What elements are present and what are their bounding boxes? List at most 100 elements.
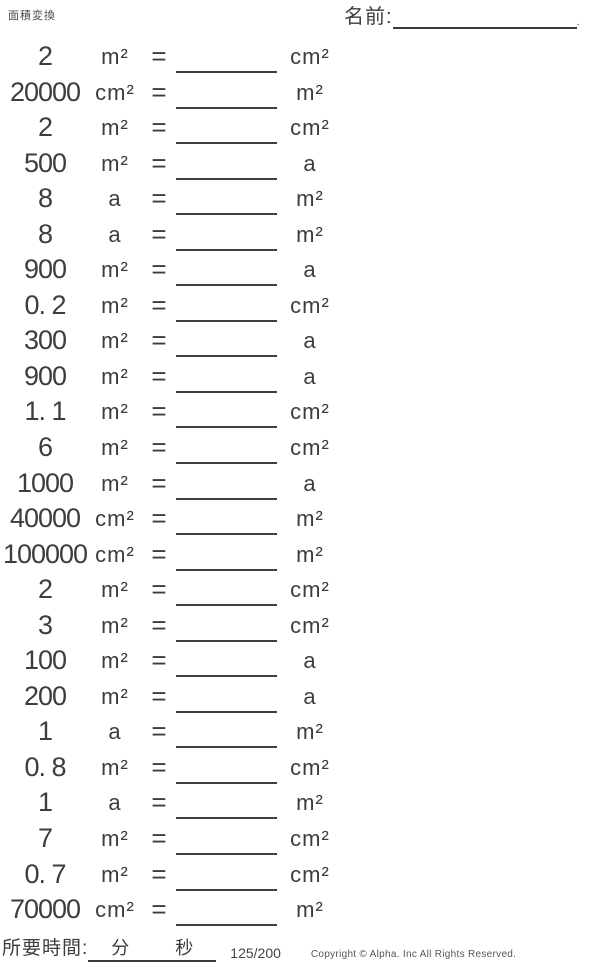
problem-from-unit: cm² xyxy=(95,541,135,567)
footer: 所要時間: 分 秒 125/200 Copyright © Alpha. Inc… xyxy=(2,934,598,962)
problem-value: 900 xyxy=(23,254,67,285)
problem-row: 2 m² = cm² xyxy=(0,573,600,609)
problem-to-unit: a xyxy=(303,328,317,354)
problem-to-unit: m² xyxy=(296,79,324,105)
equals-sign: = xyxy=(151,360,167,391)
answer-blank-line xyxy=(176,504,277,536)
copyright-notice: Copyright © Alpha. Inc All Rights Reserv… xyxy=(310,949,517,960)
answer-blank-line xyxy=(176,433,277,465)
problem-to-unit: m² xyxy=(296,186,324,212)
problem-row: 1000 m² = a xyxy=(0,467,600,503)
answer-blank-line xyxy=(176,717,277,749)
problem-value: 3 xyxy=(37,609,53,640)
problem-from-unit: m² xyxy=(101,363,129,389)
answer-blank-line xyxy=(176,575,277,607)
answer-blank-line xyxy=(176,255,277,287)
equals-sign: = xyxy=(151,751,167,782)
equals-sign: = xyxy=(151,574,167,605)
problem-value: 300 xyxy=(23,325,67,356)
answer-blank-line xyxy=(176,682,277,713)
problem-from-unit: m² xyxy=(101,150,129,176)
problem-row: 8 a = m² xyxy=(0,218,600,254)
problem-to-unit: a xyxy=(303,683,317,709)
seconds-label: 秒 xyxy=(175,938,194,958)
problem-value: 1. 1 xyxy=(24,396,66,427)
problem-from-unit: cm² xyxy=(95,79,135,105)
equals-sign: = xyxy=(151,147,167,178)
equals-sign: = xyxy=(151,218,167,249)
equals-sign: = xyxy=(151,76,167,107)
problem-from-unit: m² xyxy=(101,861,129,887)
answer-blank-line xyxy=(176,326,277,358)
problem-from-unit: m² xyxy=(101,612,129,638)
answer-blank-line xyxy=(176,291,277,322)
equals-sign: = xyxy=(151,183,167,214)
problem-row: 2 m² = cm² xyxy=(0,111,600,147)
page-number: 125/200 xyxy=(230,945,281,961)
problem-row: 0. 7 m² = cm² xyxy=(0,858,600,894)
problem-row: 8 a = m² xyxy=(0,182,600,218)
problem-from-unit: m² xyxy=(101,683,129,709)
problem-value: 0. 7 xyxy=(24,858,66,889)
equals-sign: = xyxy=(151,645,167,676)
problem-value: 40000 xyxy=(9,503,81,534)
problem-to-unit: a xyxy=(303,363,317,389)
problem-to-unit: cm² xyxy=(290,292,330,318)
problem-to-unit: cm² xyxy=(290,612,330,638)
answer-blank-line xyxy=(176,611,277,642)
time-blank-line: 分 秒 xyxy=(88,936,217,962)
problem-value: 0. 8 xyxy=(24,751,66,782)
problem-to-unit: m² xyxy=(296,790,324,816)
problem-row: 70000 cm² = m² xyxy=(0,893,600,929)
problem-row: 3 m² = cm² xyxy=(0,609,600,645)
problem-row: 200 m² = a xyxy=(0,680,600,716)
problem-value: 7 xyxy=(37,823,53,854)
problem-from-unit: m² xyxy=(101,577,129,603)
answer-blank-line xyxy=(176,397,277,429)
problem-row: 20000 cm² = m² xyxy=(0,76,600,112)
problem-value: 70000 xyxy=(9,894,81,925)
problem-from-unit: a xyxy=(108,790,122,816)
equals-sign: = xyxy=(151,396,167,427)
equals-sign: = xyxy=(151,680,167,711)
equals-sign: = xyxy=(151,254,167,285)
problem-from-unit: a xyxy=(108,221,122,247)
name-label: 名前: xyxy=(344,6,393,28)
problem-from-unit: m² xyxy=(101,328,129,354)
problem-from-unit: a xyxy=(108,186,122,212)
problem-value: 200 xyxy=(23,680,67,711)
problem-from-unit: a xyxy=(108,719,122,745)
problem-value: 100000 xyxy=(2,538,88,569)
problem-to-unit: cm² xyxy=(290,826,330,852)
problem-to-unit: a xyxy=(303,470,317,496)
minutes-label: 分 xyxy=(111,938,130,958)
equals-sign: = xyxy=(151,503,167,534)
problem-value: 20000 xyxy=(9,76,81,107)
problem-to-unit: m² xyxy=(296,506,324,532)
answer-blank-line xyxy=(176,788,277,820)
answer-blank-line xyxy=(176,860,277,891)
problem-row: 40000 cm² = m² xyxy=(0,502,600,538)
problem-value: 2 xyxy=(37,112,53,143)
equals-sign: = xyxy=(151,609,167,640)
problem-value: 1 xyxy=(37,716,53,747)
answer-blank-line xyxy=(176,540,277,571)
equals-sign: = xyxy=(151,823,167,854)
answer-blank-line xyxy=(176,362,277,393)
problem-to-unit: m² xyxy=(296,719,324,745)
problem-to-unit: cm² xyxy=(290,435,330,461)
problem-to-unit: m² xyxy=(296,221,324,247)
problem-row: 6 m² = cm² xyxy=(0,431,600,467)
problem-row: 2 m² = cm² xyxy=(0,40,600,76)
equals-sign: = xyxy=(151,538,167,569)
problem-row: 100 m² = a xyxy=(0,644,600,680)
problem-value: 100 xyxy=(23,645,67,676)
problem-list: 2 m² = cm² 20000 cm² = m² 2 m² = cm² 500… xyxy=(0,40,600,929)
answer-blank-line xyxy=(176,469,277,500)
problem-to-unit: cm² xyxy=(290,115,330,141)
problem-value: 0. 2 xyxy=(24,289,66,320)
answer-blank-line xyxy=(176,78,277,109)
problem-value: 6 xyxy=(37,432,53,463)
equals-sign: = xyxy=(151,894,167,925)
answer-blank-line xyxy=(176,184,277,216)
